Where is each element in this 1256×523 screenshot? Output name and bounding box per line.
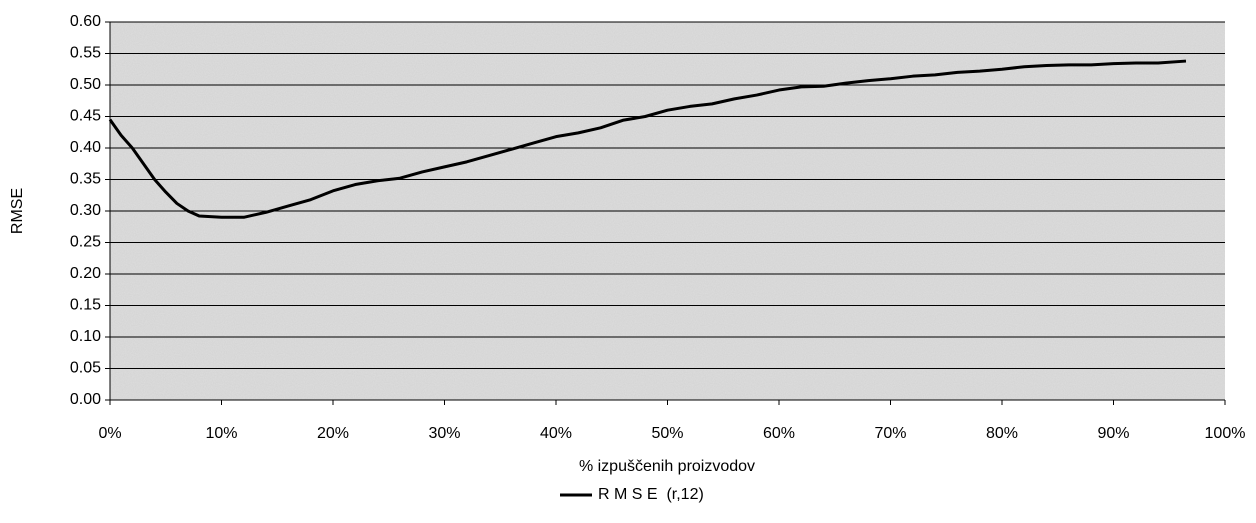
x-tick-label: 80%	[986, 425, 1018, 442]
y-tick-label: 0.15	[70, 297, 101, 314]
y-tick-label: 0.10	[70, 328, 101, 345]
y-tick-label: 0.05	[70, 360, 101, 377]
x-tick-label: 60%	[763, 425, 795, 442]
x-tick-label: 10%	[205, 425, 237, 442]
legend-label: R M S E (r,12)	[598, 486, 704, 503]
y-tick-label: 0.50	[70, 76, 101, 93]
y-tick-label: 0.60	[70, 13, 101, 30]
y-tick-label: 0.20	[70, 265, 101, 282]
y-tick-label: 0.40	[70, 139, 101, 156]
x-tick-label: 40%	[540, 425, 572, 442]
y-tick-label: 0.55	[70, 45, 101, 62]
x-tick-label: 100%	[1205, 425, 1246, 442]
data-line	[108, 59, 1187, 219]
x-tick-label: 90%	[1097, 425, 1129, 442]
x-tick-label: 50%	[651, 425, 683, 442]
x-tick-label: 20%	[317, 425, 349, 442]
y-tick-label: 0.25	[70, 234, 101, 251]
y-tick-label: 0.00	[70, 391, 101, 408]
y-tick-label: 0.35	[70, 171, 101, 188]
x-tick-label: 70%	[874, 425, 906, 442]
x-axis-title: % izpuščenih proizvodov	[579, 458, 755, 475]
y-tick-label: 0.45	[70, 108, 101, 125]
x-tick-label: 0%	[98, 425, 121, 442]
y-tick-label: 0.30	[70, 202, 101, 219]
x-tick-label: 30%	[428, 425, 460, 442]
y-axis-title: RMSE	[9, 188, 26, 234]
